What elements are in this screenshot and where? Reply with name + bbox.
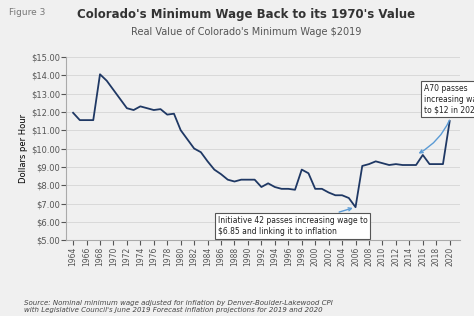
Text: Source: Nominal minimum wage adjusted for inflation by Denver-Boulder-Lakewood C: Source: Nominal minimum wage adjusted fo… <box>24 300 333 313</box>
Text: Real Value of Colorado's Minimum Wage $2019: Real Value of Colorado's Minimum Wage $2… <box>131 27 362 37</box>
Text: Figure 3: Figure 3 <box>9 8 46 17</box>
Text: Initiative 42 passes increasing wage to
$6.85 and linking it to inflation: Initiative 42 passes increasing wage to … <box>218 208 367 236</box>
Text: A70 passes
increasing wage
to $12 in 2020: A70 passes increasing wage to $12 in 202… <box>420 84 474 153</box>
Y-axis label: Dollars per Hour: Dollars per Hour <box>19 114 28 183</box>
Text: Colorado's Minimum Wage Back to its 1970's Value: Colorado's Minimum Wage Back to its 1970… <box>77 8 416 21</box>
